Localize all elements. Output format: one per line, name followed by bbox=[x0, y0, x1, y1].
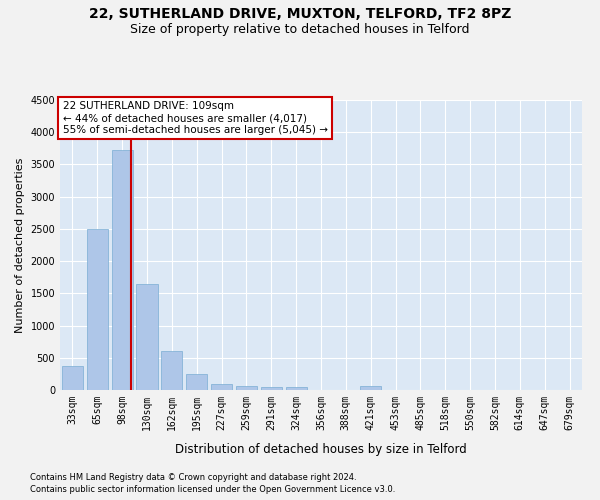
Bar bbox=[136, 284, 158, 390]
Bar bbox=[261, 387, 282, 390]
Text: Contains public sector information licensed under the Open Government Licence v3: Contains public sector information licen… bbox=[30, 485, 395, 494]
Text: Contains HM Land Registry data © Crown copyright and database right 2024.: Contains HM Land Registry data © Crown c… bbox=[30, 472, 356, 482]
Bar bbox=[286, 387, 307, 390]
Y-axis label: Number of detached properties: Number of detached properties bbox=[15, 158, 25, 332]
Text: 22 SUTHERLAND DRIVE: 109sqm
← 44% of detached houses are smaller (4,017)
55% of : 22 SUTHERLAND DRIVE: 109sqm ← 44% of det… bbox=[62, 102, 328, 134]
Text: 22, SUTHERLAND DRIVE, MUXTON, TELFORD, TF2 8PZ: 22, SUTHERLAND DRIVE, MUXTON, TELFORD, T… bbox=[89, 8, 511, 22]
Bar bbox=[112, 150, 133, 390]
Bar bbox=[87, 229, 108, 390]
Text: Distribution of detached houses by size in Telford: Distribution of detached houses by size … bbox=[175, 442, 467, 456]
Bar bbox=[236, 386, 257, 390]
Bar bbox=[62, 366, 83, 390]
Bar bbox=[161, 352, 182, 390]
Bar bbox=[211, 384, 232, 390]
Bar bbox=[186, 374, 207, 390]
Bar bbox=[360, 386, 381, 390]
Text: Size of property relative to detached houses in Telford: Size of property relative to detached ho… bbox=[130, 22, 470, 36]
